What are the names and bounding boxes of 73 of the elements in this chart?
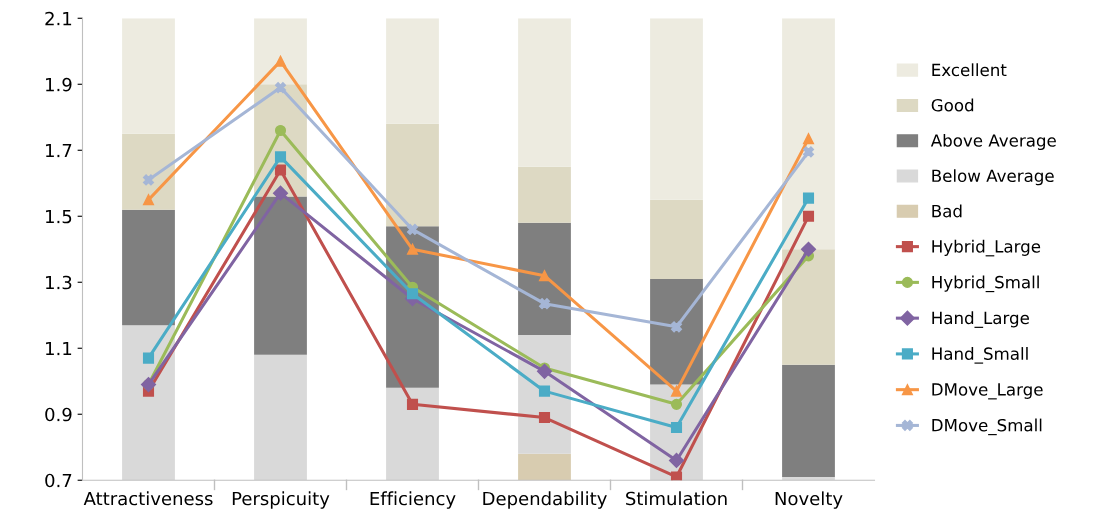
x-tick-label: Novelty bbox=[775, 491, 843, 509]
point bbox=[670, 385, 683, 397]
legend-label: Hand_Large bbox=[932, 311, 1029, 328]
point bbox=[670, 398, 683, 410]
point bbox=[536, 363, 553, 379]
point bbox=[668, 452, 685, 469]
point bbox=[274, 151, 287, 163]
y-tick-label: 1.3 bbox=[46, 275, 72, 290]
bar bbox=[386, 387, 439, 481]
bar bbox=[386, 123, 439, 227]
bar bbox=[650, 278, 703, 385]
x-tick-label: Stimulation bbox=[626, 491, 727, 506]
bar bbox=[122, 325, 175, 481]
bar bbox=[782, 476, 835, 481]
legend-label: Hand_Small bbox=[932, 347, 1028, 364]
bar bbox=[782, 249, 835, 365]
point bbox=[538, 411, 551, 424]
point bbox=[406, 243, 419, 255]
legend-label: Excellent bbox=[932, 63, 1007, 77]
x-tick-label: Efficiency bbox=[370, 491, 456, 509]
point bbox=[670, 471, 683, 481]
y-tick-label: 1.5 bbox=[46, 209, 72, 224]
point bbox=[802, 210, 815, 222]
point bbox=[800, 241, 817, 257]
legend-label: Above Average bbox=[930, 133, 1056, 151]
y-tick-label: 1.1 bbox=[46, 341, 72, 356]
bar bbox=[518, 166, 571, 223]
bar bbox=[254, 196, 307, 355]
bar bbox=[122, 209, 175, 326]
legend-label: DMove_Large bbox=[932, 383, 1043, 400]
y-tick-label: 2.1 bbox=[45, 11, 72, 26]
point bbox=[670, 421, 683, 433]
y-tick-label: 0.7 bbox=[45, 473, 72, 488]
x-tick-label: Attractiveness bbox=[83, 491, 213, 506]
legend-label: Hybrid_Small bbox=[932, 275, 1039, 293]
y-tick-label: 1.7 bbox=[46, 143, 72, 158]
bar bbox=[518, 222, 571, 336]
bar bbox=[122, 18, 175, 134]
point bbox=[406, 288, 419, 300]
point bbox=[670, 321, 683, 333]
legend-label: Bad bbox=[932, 204, 962, 218]
bar bbox=[650, 18, 703, 200]
point bbox=[802, 192, 815, 204]
x-tick-label: Perspicuity bbox=[232, 491, 330, 509]
legend-label: Below Average bbox=[932, 169, 1054, 186]
bar bbox=[518, 453, 571, 481]
y-tick-label: 0.9 bbox=[45, 407, 72, 422]
bar bbox=[782, 364, 835, 477]
bar bbox=[782, 18, 835, 250]
bar bbox=[650, 199, 703, 279]
point bbox=[274, 82, 287, 94]
legend-label: DMove_Small bbox=[932, 418, 1042, 436]
point bbox=[142, 352, 155, 364]
bar bbox=[254, 354, 307, 481]
point bbox=[538, 385, 551, 397]
legend-label: Good bbox=[931, 98, 974, 112]
point bbox=[142, 194, 155, 206]
point bbox=[802, 133, 815, 145]
x-tick-label: Dependability bbox=[483, 491, 607, 509]
y-tick-label: 1.9 bbox=[46, 77, 72, 92]
bar bbox=[122, 133, 175, 210]
point bbox=[406, 223, 419, 236]
bar bbox=[386, 18, 439, 124]
bar bbox=[254, 18, 307, 85]
point bbox=[274, 55, 287, 67]
point bbox=[802, 146, 815, 158]
legend-label: Hybrid_Large bbox=[932, 239, 1041, 257]
point bbox=[272, 185, 289, 201]
point bbox=[538, 298, 551, 310]
bar bbox=[518, 18, 571, 167]
point bbox=[274, 124, 287, 137]
point bbox=[406, 398, 419, 410]
point bbox=[274, 164, 287, 176]
